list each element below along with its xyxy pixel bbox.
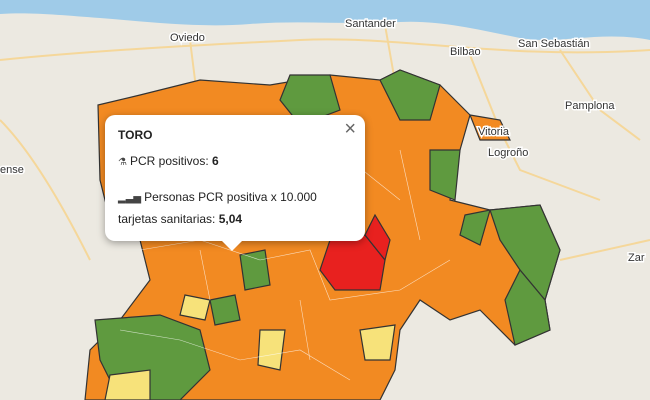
city-label: Oviedo (170, 32, 205, 44)
item-value: 5,04 (218, 212, 243, 226)
item-label: Personas PCR positiva x 10.000 tarjetas … (118, 190, 317, 226)
popup-item: ▂▃▅ Personas PCR positiva x 10.000 tarjet… (118, 187, 338, 229)
sea (0, 0, 650, 40)
popup-pointer (222, 241, 242, 251)
city-label: Bilbao (450, 46, 481, 58)
popup-items: ⚗ PCR positivos: 6 ▂▃▅ Personas PCR positiv… (118, 151, 352, 229)
icon: ▂▃▅ (118, 193, 142, 204)
city-label: ense (0, 164, 24, 176)
item-label: PCR positivos: (129, 154, 209, 168)
city-label: Pamplona (565, 100, 615, 112)
item-value: 6 (212, 154, 219, 168)
city-label: Zar (628, 252, 645, 264)
close-button[interactable]: × (344, 118, 356, 140)
city-label: San Sebastián (518, 38, 590, 50)
city-label: Santander (345, 18, 396, 30)
popup-item: ⚗ PCR positivos: 6 (118, 151, 338, 173)
city-label: Vitoria (478, 126, 510, 138)
city-label: Logroño (488, 147, 528, 159)
city-labels: Oviedo Santander Bilbao San Sebastián Vitori… (0, 16, 646, 265)
info-popup: TORO ⚗ PCR positivos: 6 ▂▃▅ Personas PCR po… (105, 115, 365, 251)
popup-title: TORO (118, 128, 153, 142)
icon: ⚗ (118, 157, 127, 168)
